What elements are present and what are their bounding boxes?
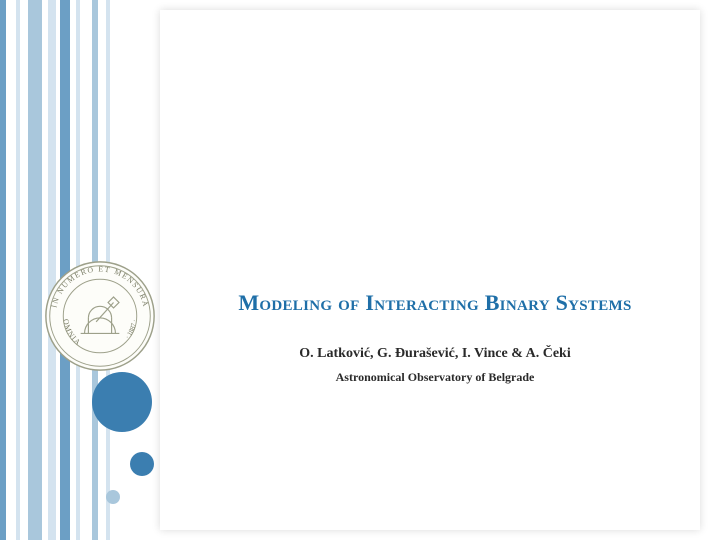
- authors-line: O. Latković, G. Đurašević, I. Vince & A.…: [190, 346, 680, 362]
- stripe: [20, 0, 28, 540]
- stripe: [28, 0, 42, 540]
- title-block: Modeling of Interacting Binary Systems O…: [190, 290, 680, 385]
- decor-circle-large: [92, 372, 152, 432]
- slide-title: Modeling of Interacting Binary Systems: [190, 290, 680, 316]
- content-panel: [160, 10, 700, 530]
- decor-circle-small: [106, 490, 120, 504]
- affiliation-line: Astronomical Observatory of Belgrade: [190, 370, 680, 385]
- stripe: [6, 0, 16, 540]
- observatory-seal: IN NUMERO ET MENSURA OMNIA · 1887 ·: [42, 258, 158, 374]
- decor-circle-medium: [130, 452, 154, 476]
